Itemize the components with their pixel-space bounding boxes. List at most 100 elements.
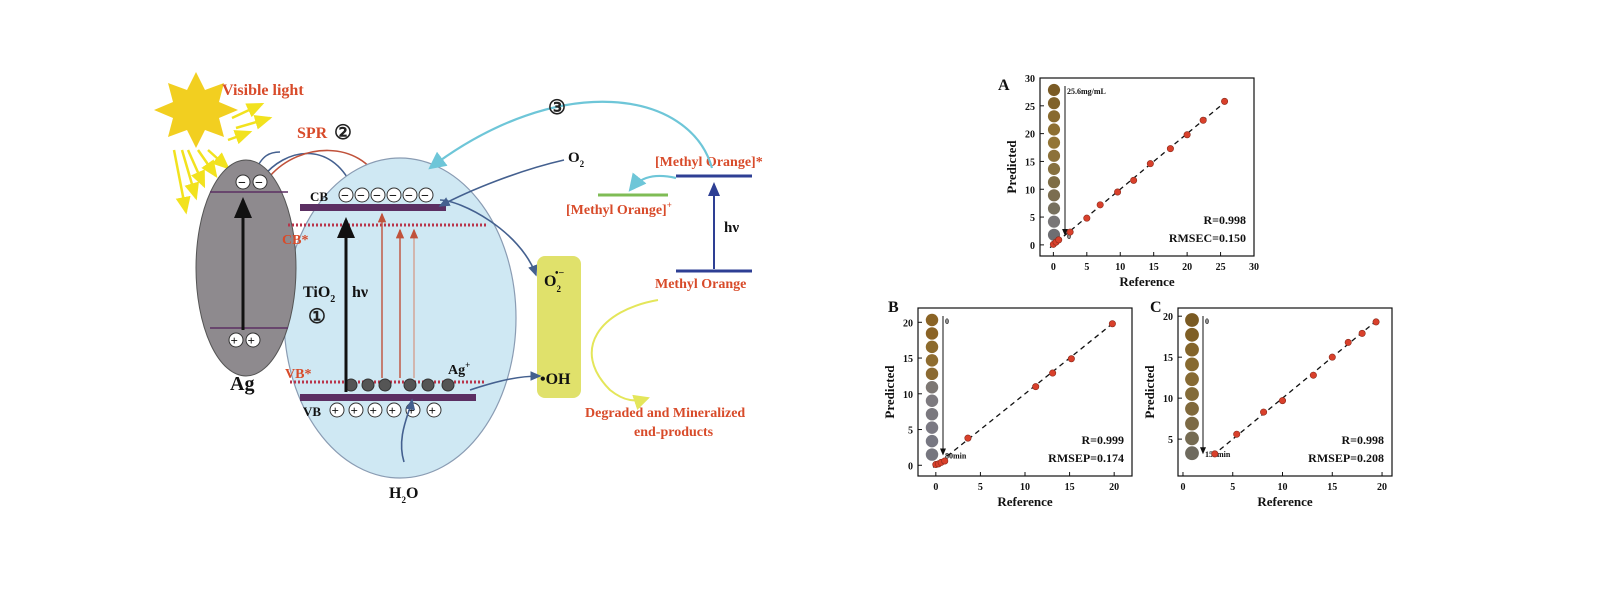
panel-c-swatch [1185, 357, 1199, 372]
tio2-hv-label: hν [352, 284, 368, 301]
panel-a-ytick-label: 20 [1025, 130, 1035, 141]
panel-a-point [1221, 97, 1229, 105]
panel-b-swatch [925, 367, 939, 381]
panel-a-xlabel: Reference [1119, 274, 1175, 289]
svg-text:+: + [389, 403, 396, 418]
panel-a-ytick-label: 0 [1030, 241, 1035, 252]
panel-b-xtick-label: 15 [1065, 482, 1075, 493]
panel-c-point [1211, 450, 1219, 458]
panel-a-swatch [1047, 136, 1061, 149]
mo-label: Methyl Orange [655, 277, 746, 292]
degraded-line-1: Degraded and Mineralized [585, 406, 745, 421]
panel-b-ytick-label: 0 [908, 461, 913, 472]
panel-c-point [1233, 430, 1241, 438]
panel-a-point [1130, 176, 1138, 184]
panel-c-xlabel: Reference [1257, 494, 1313, 509]
panel-c-swatch [1185, 431, 1199, 446]
panel-a-letter: A [998, 77, 1010, 94]
o2-to-cb-arrow [438, 159, 565, 207]
svg-text:+: + [429, 403, 436, 418]
panel-b-swatch [925, 394, 939, 407]
panel-a-r-value: R=0.998 [1203, 213, 1246, 227]
panel-b-swatch [925, 381, 939, 394]
panel-a-swatch [1047, 176, 1061, 189]
cb-electrons: − − − − − − [338, 187, 434, 204]
panel-a-swatch [1047, 97, 1061, 110]
oh-radical-label: •OH [540, 371, 571, 388]
mo-plus-label: [Methyl Orange]+ [566, 200, 672, 218]
panel-c-ylabel: Predicted [1142, 365, 1157, 419]
panel-a-point [1066, 228, 1074, 236]
panel-b-letter: B [888, 299, 899, 316]
mo-star-label: [Methyl Orange]* [655, 155, 763, 170]
panel-b-fit-line [932, 321, 1115, 468]
panel-c-point [1328, 353, 1336, 361]
svg-text:+: + [351, 403, 358, 418]
svg-text:−: − [357, 189, 365, 204]
panel-a: 0 5 10 15 20 25 30 0 5 10 15 20 25 30 Reference Predict… [1004, 74, 1259, 289]
svg-text:−: − [341, 189, 349, 204]
panel-c-point [1344, 338, 1352, 346]
ag-plus-label: Ag+ [448, 360, 470, 378]
panel-b-ytick-label: 20 [903, 318, 913, 329]
vb-holes: + + + + + + [329, 402, 442, 418]
panel-b-swatch [925, 448, 939, 461]
svg-text:+: + [248, 333, 255, 348]
scatter-panels: A B C 0 5 10 15 20 25 30 0 5 10 15 20 25 30 Reference P… [882, 74, 1393, 509]
panel-a-swatch [1047, 162, 1061, 176]
panel-c-swatch [1185, 401, 1199, 416]
panel-a-inset-bottom-label: 0 [1067, 232, 1071, 241]
vb-label: VB [303, 404, 321, 419]
mo-hv-label: hν [724, 220, 739, 236]
panel-b-swatch [925, 407, 939, 421]
h2o-label: H2O [389, 485, 418, 505]
panel-a-swatch [1047, 110, 1061, 123]
panel-b-r-value: R=0.999 [1081, 433, 1124, 447]
svg-text:+: + [332, 403, 339, 418]
vb-star-label: VB* [285, 367, 311, 382]
panel-a-swatch [1047, 83, 1061, 97]
panel-b-xlabel: Reference [997, 494, 1053, 509]
panel-a-xtick-label: 15 [1149, 262, 1159, 273]
vb-band [300, 394, 476, 401]
panel-c-letter: C [1150, 299, 1162, 316]
panel-c-point [1358, 329, 1366, 337]
panel-a-xtick-label: 0 [1051, 262, 1056, 273]
panel-c-point [1260, 408, 1268, 416]
panel-c-r-value: R=0.998 [1341, 433, 1384, 447]
tio2-label: TiO2 [303, 284, 335, 305]
panel-b-ytick-label: 10 [903, 390, 913, 401]
panel-c-ytick-label: 15 [1163, 353, 1173, 364]
panel-c-point [1279, 397, 1287, 405]
panel-b-xtick-label: 10 [1020, 482, 1030, 493]
panel-b: 0 5 10 15 20 0 5 10 15 20 Reference Predicted 0 80min… [882, 307, 1133, 509]
panel-a-point [1114, 188, 1122, 196]
mo-to-plus-arrow [628, 172, 677, 192]
panel-a-swatch [1047, 202, 1061, 215]
svg-text:−: − [255, 176, 263, 191]
svg-text:+: + [370, 403, 377, 418]
step-2-label: ② [334, 122, 352, 144]
panel-a-xtick-label: 20 [1182, 262, 1192, 273]
panel-b-ylabel: Predicted [882, 365, 897, 419]
panel-c-rmse-value: RMSEP=0.208 [1308, 451, 1384, 465]
panel-a-ytick-label: 30 [1025, 74, 1035, 85]
panel-b-swatch [925, 313, 939, 327]
panel-a-xtick-label: 30 [1249, 262, 1259, 273]
panel-b-ytick-label: 5 [908, 426, 913, 437]
cb-label: CB [310, 189, 328, 204]
superoxide-label: O2•− [544, 268, 564, 294]
panel-b-point [964, 434, 972, 442]
panel-a-point [1146, 160, 1154, 168]
panel-b-ytick-label: 15 [903, 354, 913, 365]
panel-a-xtick-label: 25 [1216, 262, 1226, 273]
panel-b-point [1108, 320, 1116, 328]
panel-b-point [1067, 355, 1075, 363]
panel-b-inset-top-label: 0 [945, 317, 949, 326]
spr-label: SPR [297, 125, 328, 142]
panel-b-point [941, 457, 949, 465]
o2-label: O2 [568, 150, 585, 169]
panel-b-inset-bottom-label: 80min [945, 452, 967, 461]
step-1-label: ① [308, 306, 326, 328]
